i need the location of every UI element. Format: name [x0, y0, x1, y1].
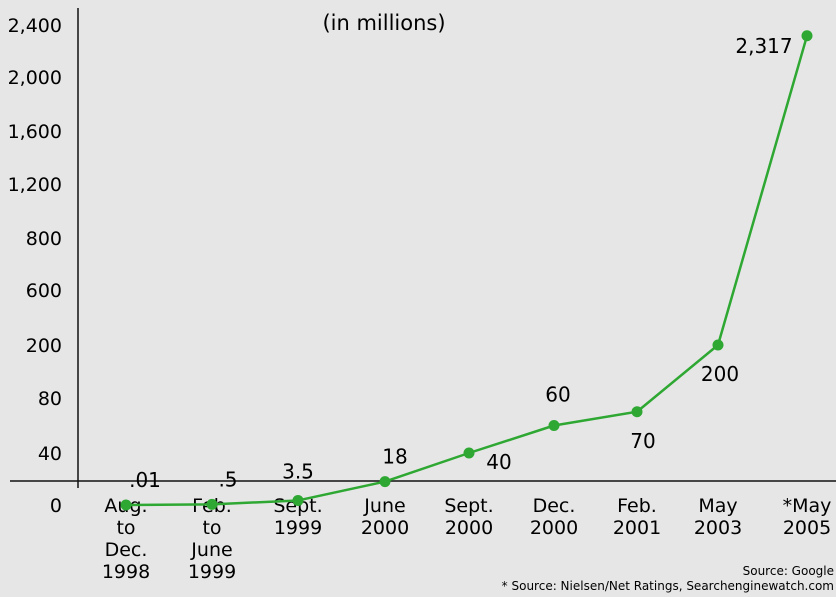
y-tick-label: 40: [38, 443, 62, 465]
data-label: 3.5: [282, 459, 314, 483]
source-google: Source: Google: [743, 564, 834, 578]
x-tick-label: May 2003: [694, 495, 742, 539]
data-label: .5: [218, 467, 237, 491]
data-label: 70: [630, 429, 655, 453]
data-point: [463, 447, 475, 459]
y-tick-label: 200: [26, 335, 62, 357]
x-tick-label: Sept. 2000: [444, 495, 493, 539]
x-tick-label: Feb. 2001: [613, 495, 661, 539]
y-tick-label: 80: [38, 388, 62, 410]
y-tick-label: 800: [26, 228, 62, 250]
data-point: [379, 476, 391, 488]
series-line: [125, 35, 809, 507]
data-point: [712, 339, 724, 351]
data-label: 18: [382, 445, 407, 469]
data-point: [292, 494, 304, 506]
data-label: .01: [129, 468, 161, 492]
data-label: 200: [701, 362, 739, 386]
x-tick-label: June 2000: [361, 495, 409, 539]
data-point: [548, 420, 560, 431]
data-label: 40: [486, 450, 511, 474]
data-point: [631, 406, 643, 418]
y-tick-label: 1,600: [8, 121, 62, 143]
x-tick-label: Dec. 2000: [530, 495, 578, 539]
data-point: [206, 498, 218, 510]
data-label: 60: [545, 383, 570, 407]
data-point: [801, 30, 813, 42]
y-tick-label: 2,400: [8, 15, 62, 37]
chart-subtitle: (in millions): [322, 11, 445, 35]
y-tick-label: 2,000: [8, 67, 62, 89]
data-point: [120, 499, 132, 511]
source-nielsen: * Source: Nielsen/Net Ratings, Searcheng…: [502, 579, 834, 593]
x-tick-label: *May 2005: [783, 495, 832, 539]
y-tick-label: 0: [50, 495, 62, 517]
y-tick-label: 1,200: [8, 174, 62, 196]
data-label: 2,317: [735, 34, 792, 58]
y-tick-label: 600: [26, 280, 62, 302]
